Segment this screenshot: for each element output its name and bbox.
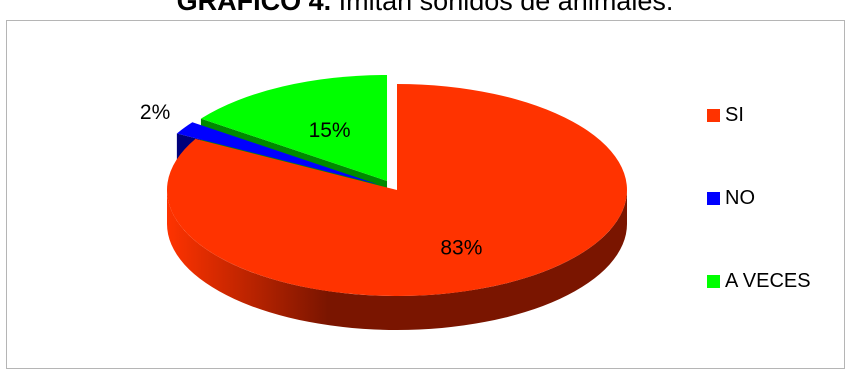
legend-item-a-veces: A VECES xyxy=(707,269,811,293)
legend-swatch-no xyxy=(707,191,720,205)
pie-layer xyxy=(166,74,627,330)
legend-swatch-a-veces xyxy=(707,274,720,288)
slice-si xyxy=(166,84,627,297)
chart-title-text: Imitan sonidos de animales. xyxy=(331,0,674,16)
pie-labels: 83% 2% 15% xyxy=(140,101,482,259)
slice-label-si: 83% xyxy=(440,237,482,260)
legend-label-no: NO xyxy=(725,186,755,209)
slice-label-a-veces: 15% xyxy=(309,119,351,142)
chart-title: GRÁFICO 4. Imitan sonidos de animales. xyxy=(0,0,850,17)
legend-label-si: SI xyxy=(725,103,744,126)
slice-label-no: 2% xyxy=(140,101,170,124)
chart-title-prefix: GRÁFICO 4. xyxy=(176,0,332,16)
slice-side-si xyxy=(167,190,627,330)
legend-label-a-veces: A VECES xyxy=(725,269,811,292)
slice-a-veces xyxy=(200,74,388,181)
legend-item-no: NO xyxy=(707,186,755,210)
slice-no xyxy=(176,122,379,185)
legend-item-si: SI xyxy=(707,103,744,127)
legend-swatch-si xyxy=(707,108,720,122)
